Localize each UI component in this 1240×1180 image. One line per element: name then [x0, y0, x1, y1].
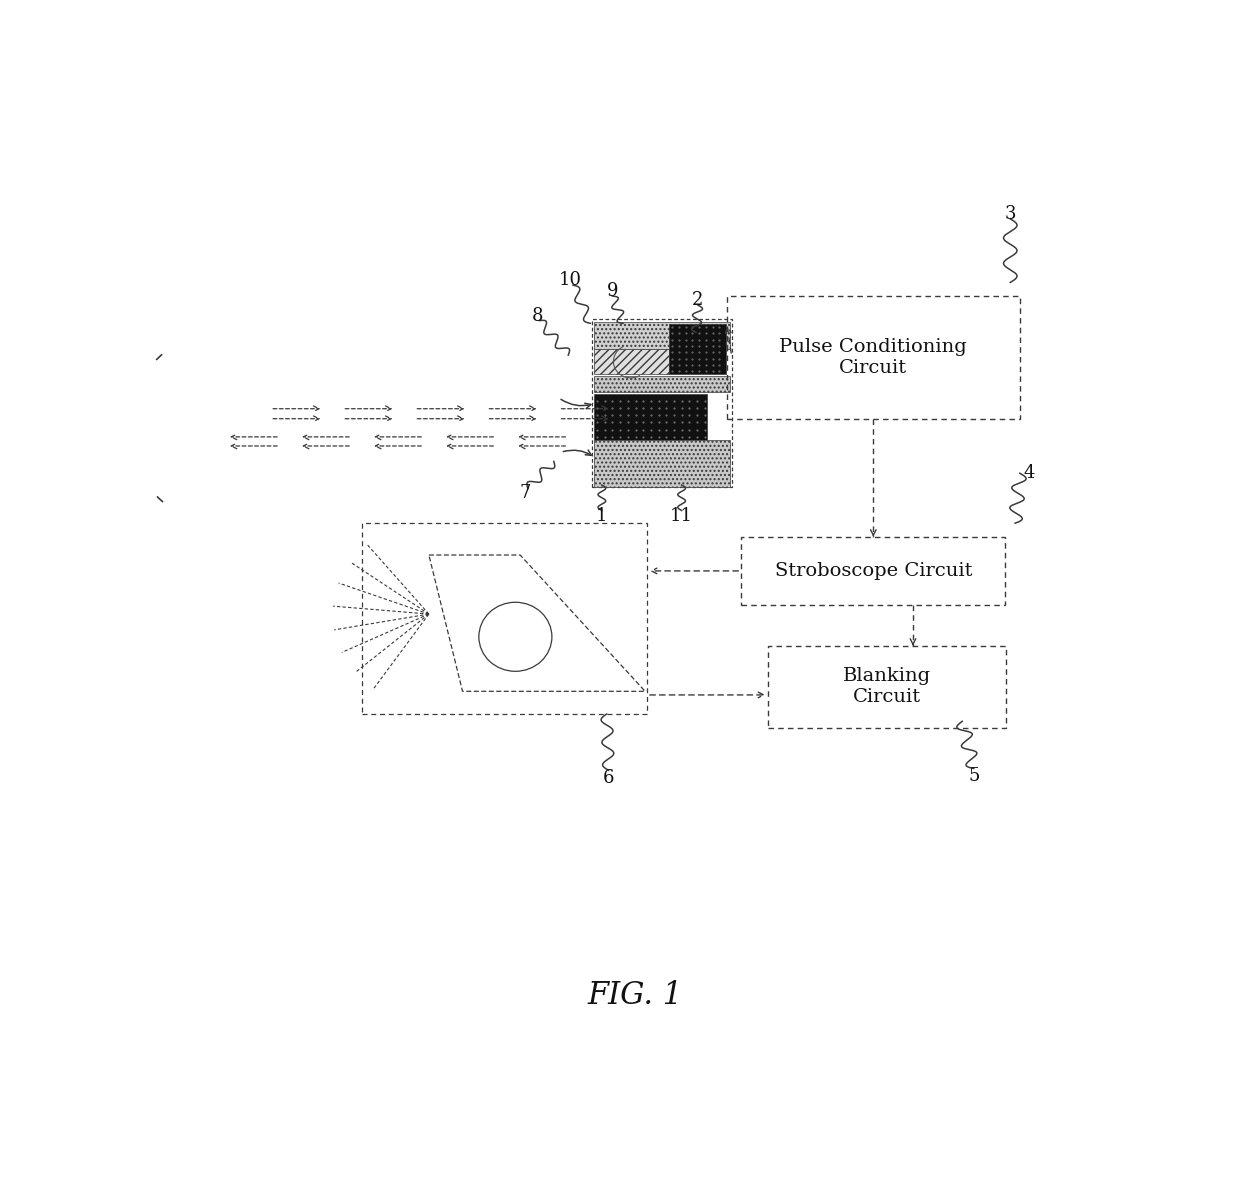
Text: 8: 8	[532, 307, 543, 324]
Text: FIG. 1: FIG. 1	[588, 981, 683, 1011]
Bar	[594, 349, 668, 374]
Bar	[123, 399, 139, 458]
Text: Blanking
Circuit: Blanking Circuit	[843, 668, 931, 706]
Text: Stroboscope Circuit: Stroboscope Circuit	[775, 562, 972, 579]
Text: Pulse Conditioning
Circuit: Pulse Conditioning Circuit	[780, 337, 967, 376]
Bar	[594, 321, 729, 349]
Text: 5: 5	[968, 767, 980, 785]
Bar	[768, 645, 1007, 728]
Bar	[594, 440, 729, 487]
Text: 3: 3	[1004, 205, 1016, 223]
Bar	[362, 523, 647, 714]
Text: 10: 10	[559, 270, 582, 289]
Text: 1: 1	[596, 507, 608, 525]
Bar	[727, 296, 1019, 419]
Text: 7: 7	[520, 484, 531, 503]
Text: 11: 11	[670, 507, 693, 525]
Text: 4: 4	[1024, 464, 1035, 483]
Text: 6: 6	[603, 768, 614, 787]
Text: 9: 9	[606, 282, 619, 300]
Bar	[594, 394, 707, 440]
Bar	[670, 324, 727, 374]
Bar	[593, 319, 732, 487]
Bar	[594, 376, 729, 393]
Text: 2: 2	[692, 290, 703, 309]
Bar	[742, 537, 1006, 605]
